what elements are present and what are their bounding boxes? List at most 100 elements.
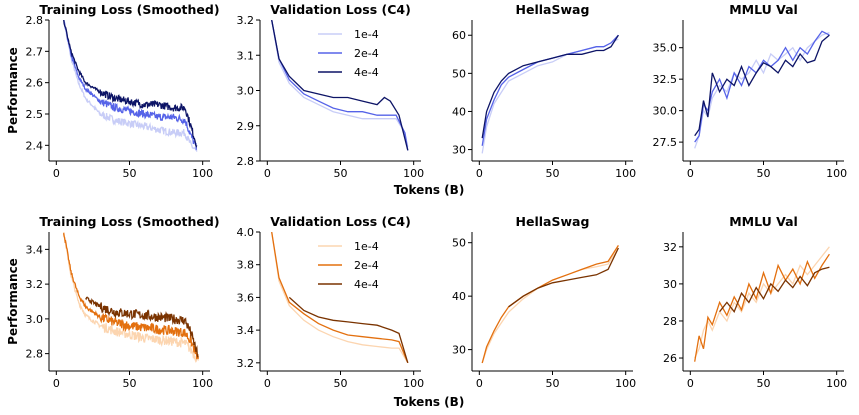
y-tick-label: 50	[452, 67, 466, 80]
x-tick-label: 100	[826, 377, 847, 390]
x-tick-label: 50	[757, 377, 771, 390]
x-tick-label: 50	[334, 167, 348, 180]
series-line-1e-4	[271, 20, 409, 148]
x-tick-label: 50	[123, 167, 137, 180]
x-tick-label: 50	[334, 377, 348, 390]
y-tick-label: 3.1	[237, 49, 255, 62]
y-tick-label: 32.5	[653, 73, 678, 86]
y-tick-label: 30.0	[653, 105, 678, 118]
panel-7: 0 50 100 30 40 50 HellaSwag	[452, 214, 636, 390]
y-tick-label: 50	[452, 237, 466, 250]
series-line-1e-4	[694, 246, 830, 359]
x-axis-label-bottom: Tokens (B)	[394, 395, 465, 409]
y-tick-label: 3.2	[26, 278, 44, 291]
x-tick-label: 0	[687, 377, 694, 390]
y-tick-label: 2.8	[237, 155, 255, 168]
series-line-2e-4	[481, 245, 619, 364]
x-tick-label: 100	[403, 377, 424, 390]
legend-label: 2e-4	[354, 259, 379, 272]
series-line-4e-4	[85, 296, 199, 358]
series-line-1e-4	[481, 38, 619, 154]
y-tick-label: 2.4	[26, 139, 44, 152]
chart-title: HellaSwag	[516, 2, 590, 17]
panel-5: 0 50 100 2.8 3.0 3.2 3.4 Training Loss (Smoothe…	[6, 214, 220, 390]
y-tick-label: 26	[663, 352, 677, 365]
x-tick-label: 50	[123, 377, 137, 390]
x-tick-label: 0	[264, 167, 271, 180]
chart-title: MMLU Val	[729, 2, 798, 17]
legend: 1e-4 2e-4 4e-4	[318, 240, 379, 291]
legend-label: 4e-4	[354, 278, 379, 291]
chart-title: Validation Loss (C4)	[270, 2, 411, 17]
y-tick-label: 40	[452, 105, 466, 118]
y-tick-label: 4.0	[237, 226, 255, 239]
series-line-1e-4	[271, 232, 409, 364]
y-axis-label: Performance	[6, 47, 20, 134]
y-tick-label: 3.2	[237, 14, 255, 27]
x-tick-label: 0	[476, 377, 483, 390]
y-tick-label: 30	[452, 344, 466, 357]
y-tick-label: 28	[663, 315, 677, 328]
series-line-2e-4	[62, 233, 199, 360]
panel-6: 0 50 100 3.2 3.4 3.6 3.8 4.0 Validation Loss (C4…	[237, 214, 425, 390]
series-line-4e-4	[694, 34, 830, 137]
y-tick-label: 30	[663, 278, 677, 291]
x-tick-label: 100	[192, 377, 213, 390]
chart-title: HellaSwag	[516, 214, 590, 229]
series-line-4e-4	[63, 20, 198, 148]
series-line-2e-4	[63, 20, 198, 151]
y-tick-label: 2.5	[26, 108, 44, 121]
y-tick-label: 2.7	[26, 45, 44, 58]
y-tick-label: 3.8	[237, 259, 255, 272]
y-tick-label: 3.4	[237, 324, 255, 337]
x-tick-label: 50	[546, 377, 560, 390]
x-tick-label: 50	[546, 167, 560, 180]
x-tick-label: 0	[264, 377, 271, 390]
panel-8: 0 50 100 26 28 30 32 MMLU Val	[663, 214, 847, 390]
x-axis-label-top: Tokens (B)	[394, 183, 465, 197]
y-tick-label: 2.8	[26, 14, 44, 27]
panel-4: 0 50 100 27.5 30.0 32.5 35.0 MMLU Val	[653, 2, 848, 180]
y-tick-label: 27.5	[653, 136, 678, 149]
series-line-4e-4	[288, 296, 409, 363]
chart-title: Training Loss (Smoothed)	[39, 2, 219, 17]
series-line-1e-4	[481, 247, 619, 364]
panel-2: 0 50 100 2.8 2.9 3.0 3.1 3.2 Validation Loss (C4…	[237, 2, 425, 180]
x-tick-label: 100	[615, 377, 636, 390]
legend-label: 4e-4	[354, 66, 379, 79]
legend-label: 1e-4	[354, 240, 379, 253]
y-tick-label: 40	[452, 290, 466, 303]
x-tick-label: 0	[53, 377, 60, 390]
chart-title: MMLU Val	[729, 214, 798, 229]
series-line-4e-4	[719, 266, 830, 313]
chart-title: Training Loss (Smoothed)	[39, 214, 219, 229]
x-tick-label: 100	[192, 167, 213, 180]
y-tick-label: 30	[452, 144, 466, 157]
y-tick-label: 2.6	[26, 77, 44, 90]
series-line-4e-4	[508, 247, 619, 308]
series-line-4e-4	[481, 34, 619, 139]
series-line-2e-4	[271, 20, 409, 151]
y-tick-label: 3.0	[237, 85, 255, 98]
y-tick-label: 35.0	[653, 42, 678, 55]
series-line-1e-4	[63, 20, 198, 152]
legend-label: 1e-4	[354, 28, 379, 41]
x-tick-label: 100	[615, 167, 636, 180]
y-tick-label: 32	[663, 241, 677, 254]
y-tick-label: 2.8	[26, 348, 44, 361]
series-line-4e-4	[271, 20, 409, 151]
y-tick-label: 3.2	[237, 357, 255, 370]
panel-3: 0 50 100 30 40 50 60 HellaSwag	[452, 2, 636, 180]
x-tick-label: 0	[476, 167, 483, 180]
y-tick-label: 60	[452, 29, 466, 42]
chart-title: Validation Loss (C4)	[270, 214, 411, 229]
series-line-2e-4	[271, 232, 409, 364]
y-tick-label: 3.0	[26, 313, 44, 326]
legend-label: 2e-4	[354, 47, 379, 60]
x-tick-label: 0	[687, 167, 694, 180]
y-tick-label: 3.6	[237, 291, 255, 304]
y-tick-label: 3.4	[26, 243, 44, 256]
series-line-1e-4	[63, 232, 199, 363]
